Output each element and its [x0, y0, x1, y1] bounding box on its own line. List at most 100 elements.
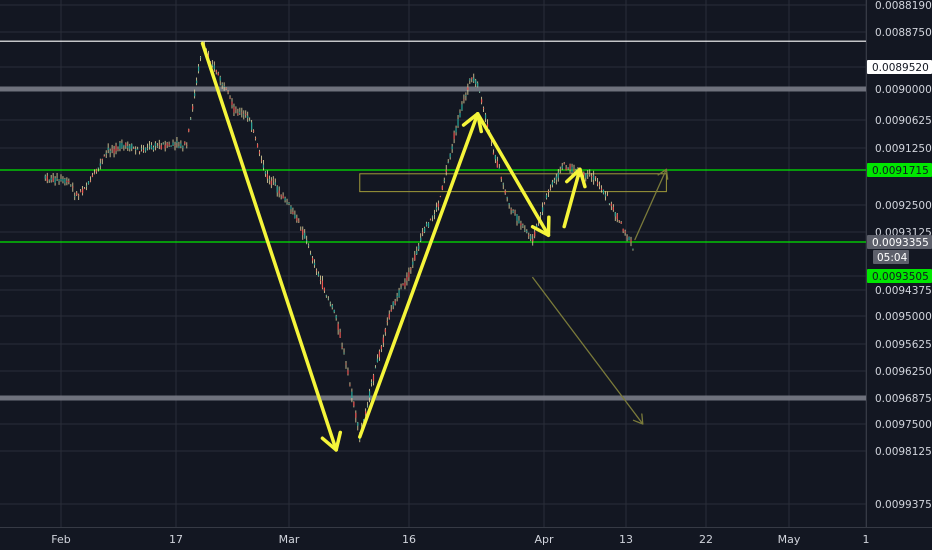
candle-body [150, 145, 153, 149]
candle-body [376, 358, 379, 363]
candle-body [516, 214, 518, 221]
candle-body [311, 258, 314, 261]
candle-body [368, 391, 371, 398]
candle-body [380, 346, 382, 350]
price-badge [867, 60, 932, 74]
candle-body [410, 268, 412, 270]
candle-body [484, 114, 487, 119]
candle-body [512, 211, 514, 213]
y-tick-label: 0.0088190 [875, 0, 932, 12]
candle-body [394, 301, 396, 304]
candle-body [172, 142, 174, 146]
x-tick-label: Apr [534, 533, 554, 546]
candle-body [549, 188, 552, 190]
candle-body [243, 114, 245, 116]
candle-body [245, 113, 247, 115]
candle-body [486, 124, 489, 127]
candle-body [123, 144, 125, 146]
candle-body [178, 146, 180, 149]
candle-body [142, 149, 145, 151]
candle-body [335, 315, 337, 319]
candle-body [233, 106, 235, 113]
candle-body [199, 57, 202, 58]
candle-body [477, 82, 479, 87]
candle-body [223, 86, 225, 87]
candle-body [465, 95, 467, 97]
candle-body [196, 80, 198, 84]
candle-body [64, 178, 66, 184]
candle-body [72, 186, 74, 188]
trend-arrow [634, 168, 668, 241]
candle-body [113, 149, 115, 154]
candle-body [78, 194, 80, 196]
candle-body [62, 179, 64, 182]
candle-body [604, 194, 607, 197]
candle-body [506, 197, 508, 199]
price-badge-text: 05:04 [877, 252, 908, 264]
candle-body [48, 179, 50, 181]
candle-body [76, 192, 78, 195]
candle-body [518, 220, 520, 224]
candle-body [412, 261, 414, 265]
x-tick-label: 16 [402, 533, 416, 546]
candle-body [97, 167, 99, 169]
candle-body [398, 290, 400, 298]
candle-body [628, 236, 630, 241]
candle-body [630, 239, 632, 243]
candle-body [247, 115, 249, 119]
price-series [44, 41, 634, 443]
candle-body [192, 106, 194, 110]
candle-body [481, 99, 483, 103]
candle-body [530, 235, 532, 239]
candle-body [384, 329, 386, 333]
candle-body [44, 175, 46, 179]
candle-body [302, 229, 304, 235]
candle-body [463, 99, 465, 101]
candle-body [457, 119, 459, 127]
price-badge [867, 269, 932, 283]
candle-body [365, 411, 367, 415]
candle-body [451, 146, 453, 150]
candle-body [424, 228, 426, 233]
candle-body [313, 262, 316, 266]
candle-body [135, 149, 137, 151]
candle-body [254, 137, 257, 139]
candle-body [310, 254, 312, 256]
candle-body [569, 164, 571, 170]
x-tick-label: 22 [699, 533, 713, 546]
trend-arrow [200, 41, 338, 452]
candle-body [258, 151, 261, 154]
candle-body [282, 195, 284, 199]
candle-body [253, 130, 255, 132]
candle-body [129, 145, 131, 150]
candle-body [498, 167, 500, 169]
candle-body [416, 251, 418, 254]
y-tick-label: 0.0098125 [875, 446, 932, 458]
candle-body [561, 166, 563, 169]
y-tick-label: 0.0090625 [875, 115, 932, 127]
candle-body [66, 180, 68, 183]
candle-body [166, 142, 168, 146]
y-tick-label: 0.0090000 [875, 84, 932, 96]
candle-body [425, 223, 428, 226]
candle-body [158, 144, 160, 146]
candle-body [420, 237, 422, 241]
candle-body [99, 163, 101, 166]
arrow-head [320, 430, 343, 452]
price-badge [867, 163, 932, 177]
candle-body [237, 113, 239, 115]
candle-body [231, 101, 233, 106]
candle-body [308, 244, 310, 246]
candle-body [437, 203, 439, 207]
candle-body [125, 143, 127, 146]
candle-body [262, 164, 265, 168]
candle-body [433, 214, 436, 215]
candle-body [363, 419, 365, 421]
y-tick-label: 0.0094375 [875, 285, 932, 297]
candle-body [229, 97, 231, 99]
candle-body [382, 337, 384, 343]
time-axis-bg [0, 527, 932, 550]
candle-body [534, 231, 536, 237]
candle-body [475, 80, 477, 85]
